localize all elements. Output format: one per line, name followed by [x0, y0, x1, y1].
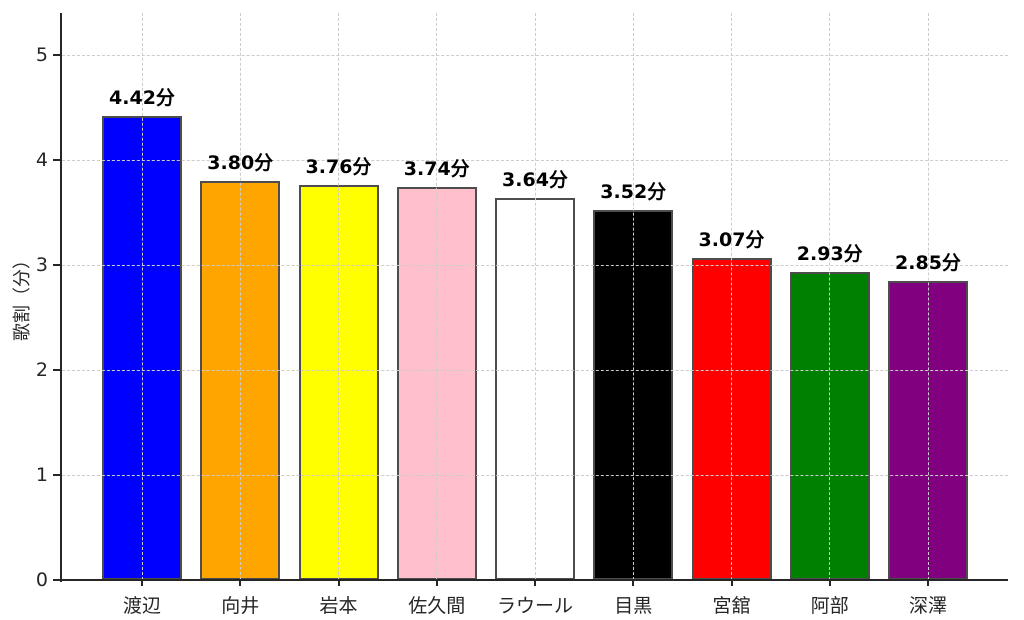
y-axis-line [60, 13, 62, 582]
y-tick-label: 5 [35, 44, 48, 66]
x-tick-mark [141, 581, 143, 586]
x-tick-label: 向井 [221, 595, 260, 617]
x-tick-mark [239, 581, 242, 586]
v-gridline [731, 13, 732, 580]
bar-value-label: 4.42分 [109, 87, 175, 109]
bar-value-label: 2.85分 [895, 252, 961, 274]
y-tick-mark [53, 54, 60, 56]
bar-value-label: 3.07分 [698, 229, 765, 251]
y-tick-label: 1 [35, 464, 48, 486]
bar-value-label: 3.80分 [207, 152, 274, 174]
v-gridline [534, 13, 536, 580]
v-gridline [436, 13, 438, 580]
x-tick-mark [337, 581, 340, 586]
v-gridline [239, 13, 241, 580]
x-tick-mark [632, 581, 635, 586]
v-gridline [632, 13, 634, 580]
y-tick-label: 4 [35, 149, 48, 171]
x-tick-mark [435, 581, 438, 586]
y-tick-mark [53, 474, 60, 476]
bar-value-label: 3.74分 [403, 158, 470, 180]
v-gridline [927, 13, 929, 580]
x-tick-label: 阿部 [810, 595, 849, 617]
bar-value-label: 3.64分 [502, 169, 568, 191]
y-tick-mark [53, 579, 60, 581]
plot-area: 0 1 2 3 4 5 4.42分渡辺 3.80分向井 3.76分岩本 3.74分佐久間 3.64分… [36, 13, 1008, 617]
x-tick-label: 深澤 [908, 595, 947, 617]
y-tick-label: 2 [35, 359, 48, 381]
x-tick-mark [730, 581, 733, 586]
v-gridline [338, 13, 339, 580]
x-tick-mark [927, 581, 929, 586]
x-tick-label: 目黒 [614, 595, 653, 617]
x-tick-label: 渡辺 [122, 595, 161, 617]
y-tick-label: 0 [35, 569, 48, 591]
y-tick-mark [53, 264, 60, 266]
x-tick-mark [828, 581, 831, 586]
y-tick-mark [53, 159, 60, 161]
x-tick-label: 佐久間 [408, 595, 466, 617]
bar-value-label: 3.52分 [600, 181, 667, 203]
y-tick-mark [53, 369, 60, 371]
bar-value-label: 3.76分 [305, 156, 372, 178]
bar-value-label: 2.93分 [796, 243, 863, 265]
x-axis-line [60, 579, 1008, 581]
x-tick-label: ラウール [496, 595, 573, 617]
x-tick-mark [534, 581, 536, 586]
x-tick-label: 岩本 [319, 595, 358, 617]
x-tick-label: 宮舘 [712, 595, 751, 617]
v-gridline [829, 13, 831, 580]
v-gridline [141, 13, 143, 580]
y-tick-label: 3 [35, 254, 48, 276]
